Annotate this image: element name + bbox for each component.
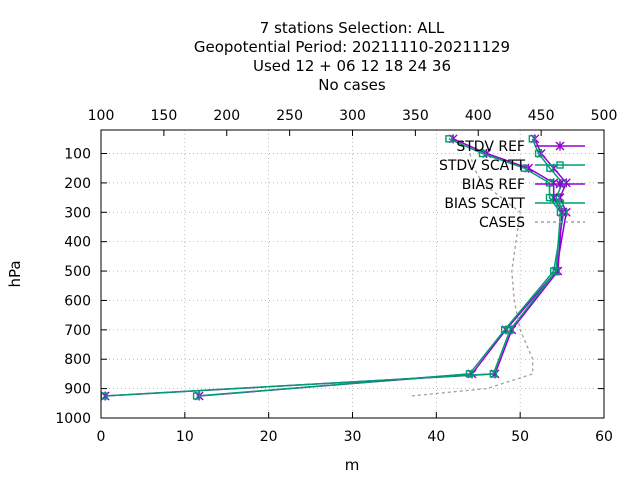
legend-label: STDV SCATT bbox=[439, 158, 525, 174]
x2-tick-label: 400 bbox=[465, 108, 492, 124]
title-line-4: No cases bbox=[318, 76, 386, 94]
y-axis-label: hPa bbox=[6, 260, 24, 287]
data-point bbox=[555, 141, 565, 151]
series-line bbox=[411, 153, 534, 397]
x-tick-label: 0 bbox=[97, 429, 106, 445]
data-point bbox=[545, 179, 554, 187]
y-tick-label: 900 bbox=[64, 382, 91, 398]
series-layer bbox=[100, 134, 571, 401]
legend-label: BIAS REF bbox=[462, 177, 525, 193]
x2-tick-label: 100 bbox=[88, 108, 115, 124]
axes: 0 10 20 30 40 50 60 100 150 200 250 300 350 400 450 500… bbox=[55, 108, 617, 445]
x2-tick-label: 300 bbox=[339, 108, 366, 124]
y-tick-label: 100 bbox=[64, 147, 91, 163]
x2-tick-label: 200 bbox=[213, 108, 240, 124]
series-bias-ref bbox=[100, 134, 567, 401]
legend-entry: BIAS REF bbox=[462, 177, 585, 193]
x-tick-label: 40 bbox=[427, 429, 445, 445]
data-point bbox=[465, 370, 474, 378]
data-point bbox=[192, 392, 201, 400]
x-tick-label: 30 bbox=[344, 429, 362, 445]
series-line bbox=[196, 138, 565, 397]
data-point bbox=[556, 199, 564, 207]
y-tick-label: 200 bbox=[64, 176, 91, 192]
data-point bbox=[445, 135, 453, 143]
legend-entry: STDV SCATT bbox=[439, 158, 585, 174]
x-tick-label: 60 bbox=[595, 429, 613, 445]
y-tick-label: 800 bbox=[64, 352, 91, 368]
x2-tick-label: 350 bbox=[402, 108, 429, 124]
data-point bbox=[552, 267, 560, 275]
series-bias-scatt bbox=[100, 135, 565, 400]
y-tick-label: 1000 bbox=[55, 411, 91, 427]
title-line-3: Used 12 + 06 12 18 24 36 bbox=[253, 57, 451, 75]
data-point bbox=[478, 149, 487, 158]
x2-tick-label: 450 bbox=[528, 108, 555, 124]
legend-label: CASES bbox=[479, 215, 525, 231]
data-point bbox=[528, 135, 537, 143]
data-point bbox=[534, 149, 543, 158]
data-point bbox=[556, 208, 565, 216]
legend-entry: CASES bbox=[479, 215, 585, 231]
x-tick-label: 10 bbox=[176, 429, 194, 445]
x-axis-label: m bbox=[345, 456, 360, 474]
title-line-1: 7 stations Selection: ALL bbox=[260, 19, 445, 37]
legend-label: BIAS SCATT bbox=[444, 196, 525, 212]
legend-label: STDV REF bbox=[456, 139, 525, 155]
series-cases bbox=[411, 153, 534, 397]
x2-tick-label: 500 bbox=[591, 108, 618, 124]
y-tick-label: 600 bbox=[64, 293, 91, 309]
y-tick-label: 500 bbox=[64, 264, 91, 280]
grid bbox=[101, 130, 604, 418]
title-line-2: Geopotential Period: 20211110-20211129 bbox=[194, 38, 510, 56]
legend-entry: BIAS SCATT bbox=[444, 196, 585, 212]
plot-frame bbox=[100, 129, 605, 419]
x-tick-label: 20 bbox=[260, 429, 278, 445]
x2-tick-label: 150 bbox=[151, 108, 178, 124]
chart-title: 7 stations Selection: ALL Geopotential P… bbox=[194, 19, 510, 94]
data-point bbox=[556, 161, 564, 169]
legend: STDV REF STDV SCATT BIAS REF BIAS SCATT CASE… bbox=[439, 139, 585, 231]
data-point bbox=[489, 370, 498, 378]
data-point bbox=[545, 193, 554, 202]
data-point bbox=[506, 326, 514, 334]
series-line bbox=[104, 138, 562, 397]
y-tick-label: 700 bbox=[64, 323, 91, 339]
series-line bbox=[105, 138, 563, 397]
y-tick-label: 400 bbox=[64, 235, 91, 251]
x2-tick-label: 250 bbox=[276, 108, 303, 124]
y-tick-label: 300 bbox=[64, 205, 91, 221]
x-tick-label: 50 bbox=[511, 429, 529, 445]
data-point bbox=[555, 179, 565, 189]
data-point bbox=[520, 164, 529, 172]
series-stdv-ref bbox=[194, 134, 571, 401]
legend-entry: STDV REF bbox=[456, 139, 585, 155]
